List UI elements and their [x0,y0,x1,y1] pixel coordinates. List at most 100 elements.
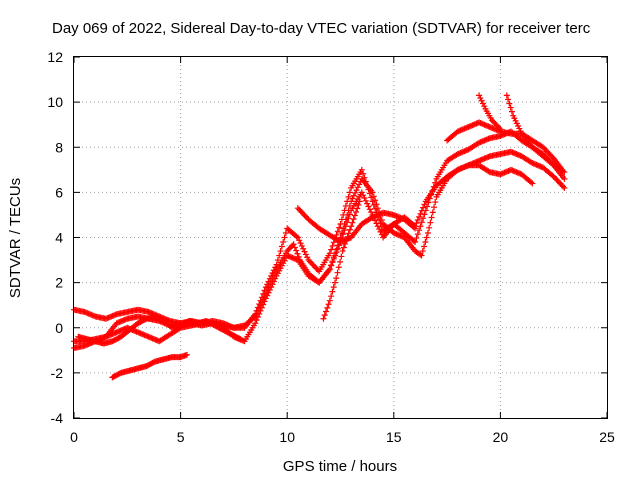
data-point [340,211,347,218]
data-point [293,247,300,254]
data-point [346,226,353,233]
data-point [337,220,344,227]
data-point [361,195,368,202]
y-tick-label: 2 [55,275,63,291]
y-tick-label: 8 [55,139,63,155]
y-tick-label: 0 [55,320,63,336]
y-axis-label: SDTVAR / TECUs [7,178,24,298]
data-point [372,197,379,204]
data-point [262,284,269,291]
data-point [414,231,421,238]
data-point [323,308,330,315]
data-point [344,233,351,240]
data-point [333,275,340,282]
x-axis-label: GPS time / hours [283,458,397,475]
data-point [370,193,377,200]
data-point [293,233,300,240]
data-point [366,190,373,197]
data-point [346,189,353,196]
data-point [269,281,276,288]
data-point [183,351,190,358]
data-point [412,239,419,246]
data-point [342,240,349,247]
data-point [337,258,344,265]
data-point [344,198,351,205]
data-point [417,223,424,230]
data-point [338,253,345,260]
data-point [335,264,342,271]
data-point [326,297,333,304]
data-point [377,220,384,227]
data-point [428,214,435,221]
data-point [268,284,275,291]
data-point [369,189,376,196]
data-point [265,278,272,285]
data-point [421,201,428,208]
data-point [506,100,513,107]
data-point [276,252,283,259]
data-point [360,170,367,177]
data-point [507,104,514,111]
data-point [254,314,261,321]
data-point [301,248,308,255]
data-point [417,251,424,258]
data-point [321,312,328,319]
data-point [290,241,297,248]
data-point [424,229,431,236]
data-point [355,201,362,208]
data-point [266,275,273,282]
data-point [476,92,483,99]
data-point [256,301,263,308]
data-point [362,197,369,204]
x-tick-label: 5 [177,429,185,445]
data-point [358,166,365,173]
data-point [324,304,331,311]
data-point [412,225,419,232]
data-point [272,264,279,271]
data-point [314,278,321,285]
data-point [261,287,268,294]
data-point [329,258,336,265]
data-points [71,92,568,381]
data-point [330,284,337,291]
data-point [266,286,273,293]
data-point [330,254,337,261]
data-point [326,250,333,257]
data-point [270,278,277,285]
data-point [561,175,568,182]
data-point [479,100,486,107]
data-point [410,224,417,231]
data-point [252,320,259,327]
x-tick-label: 15 [386,429,402,445]
data-point [376,216,383,223]
data-point [345,193,352,200]
x-ticks: 0 5 10 15 20 25 [70,57,615,445]
data-point [237,336,244,343]
data-point [497,126,504,133]
data-point [261,298,268,305]
data-point [252,311,259,318]
data-point [477,95,484,102]
data-point [416,227,423,234]
data-point [254,304,261,311]
data-point [277,248,284,255]
data-point [272,275,279,282]
y-tick-label: -4 [51,410,64,426]
data-point [356,181,363,188]
series-track-g [320,198,363,322]
data-point [365,186,372,193]
data-point [294,234,301,241]
data-point [414,217,421,224]
data-point [417,210,424,217]
data-point [481,103,488,110]
data-point [354,205,361,212]
data-point [425,199,432,206]
data-point [262,295,269,302]
data-point [360,192,367,199]
data-point [333,246,340,253]
y-tick-label: 4 [55,230,63,246]
data-point [508,108,515,115]
data-point [378,224,385,231]
data-point [264,292,271,299]
